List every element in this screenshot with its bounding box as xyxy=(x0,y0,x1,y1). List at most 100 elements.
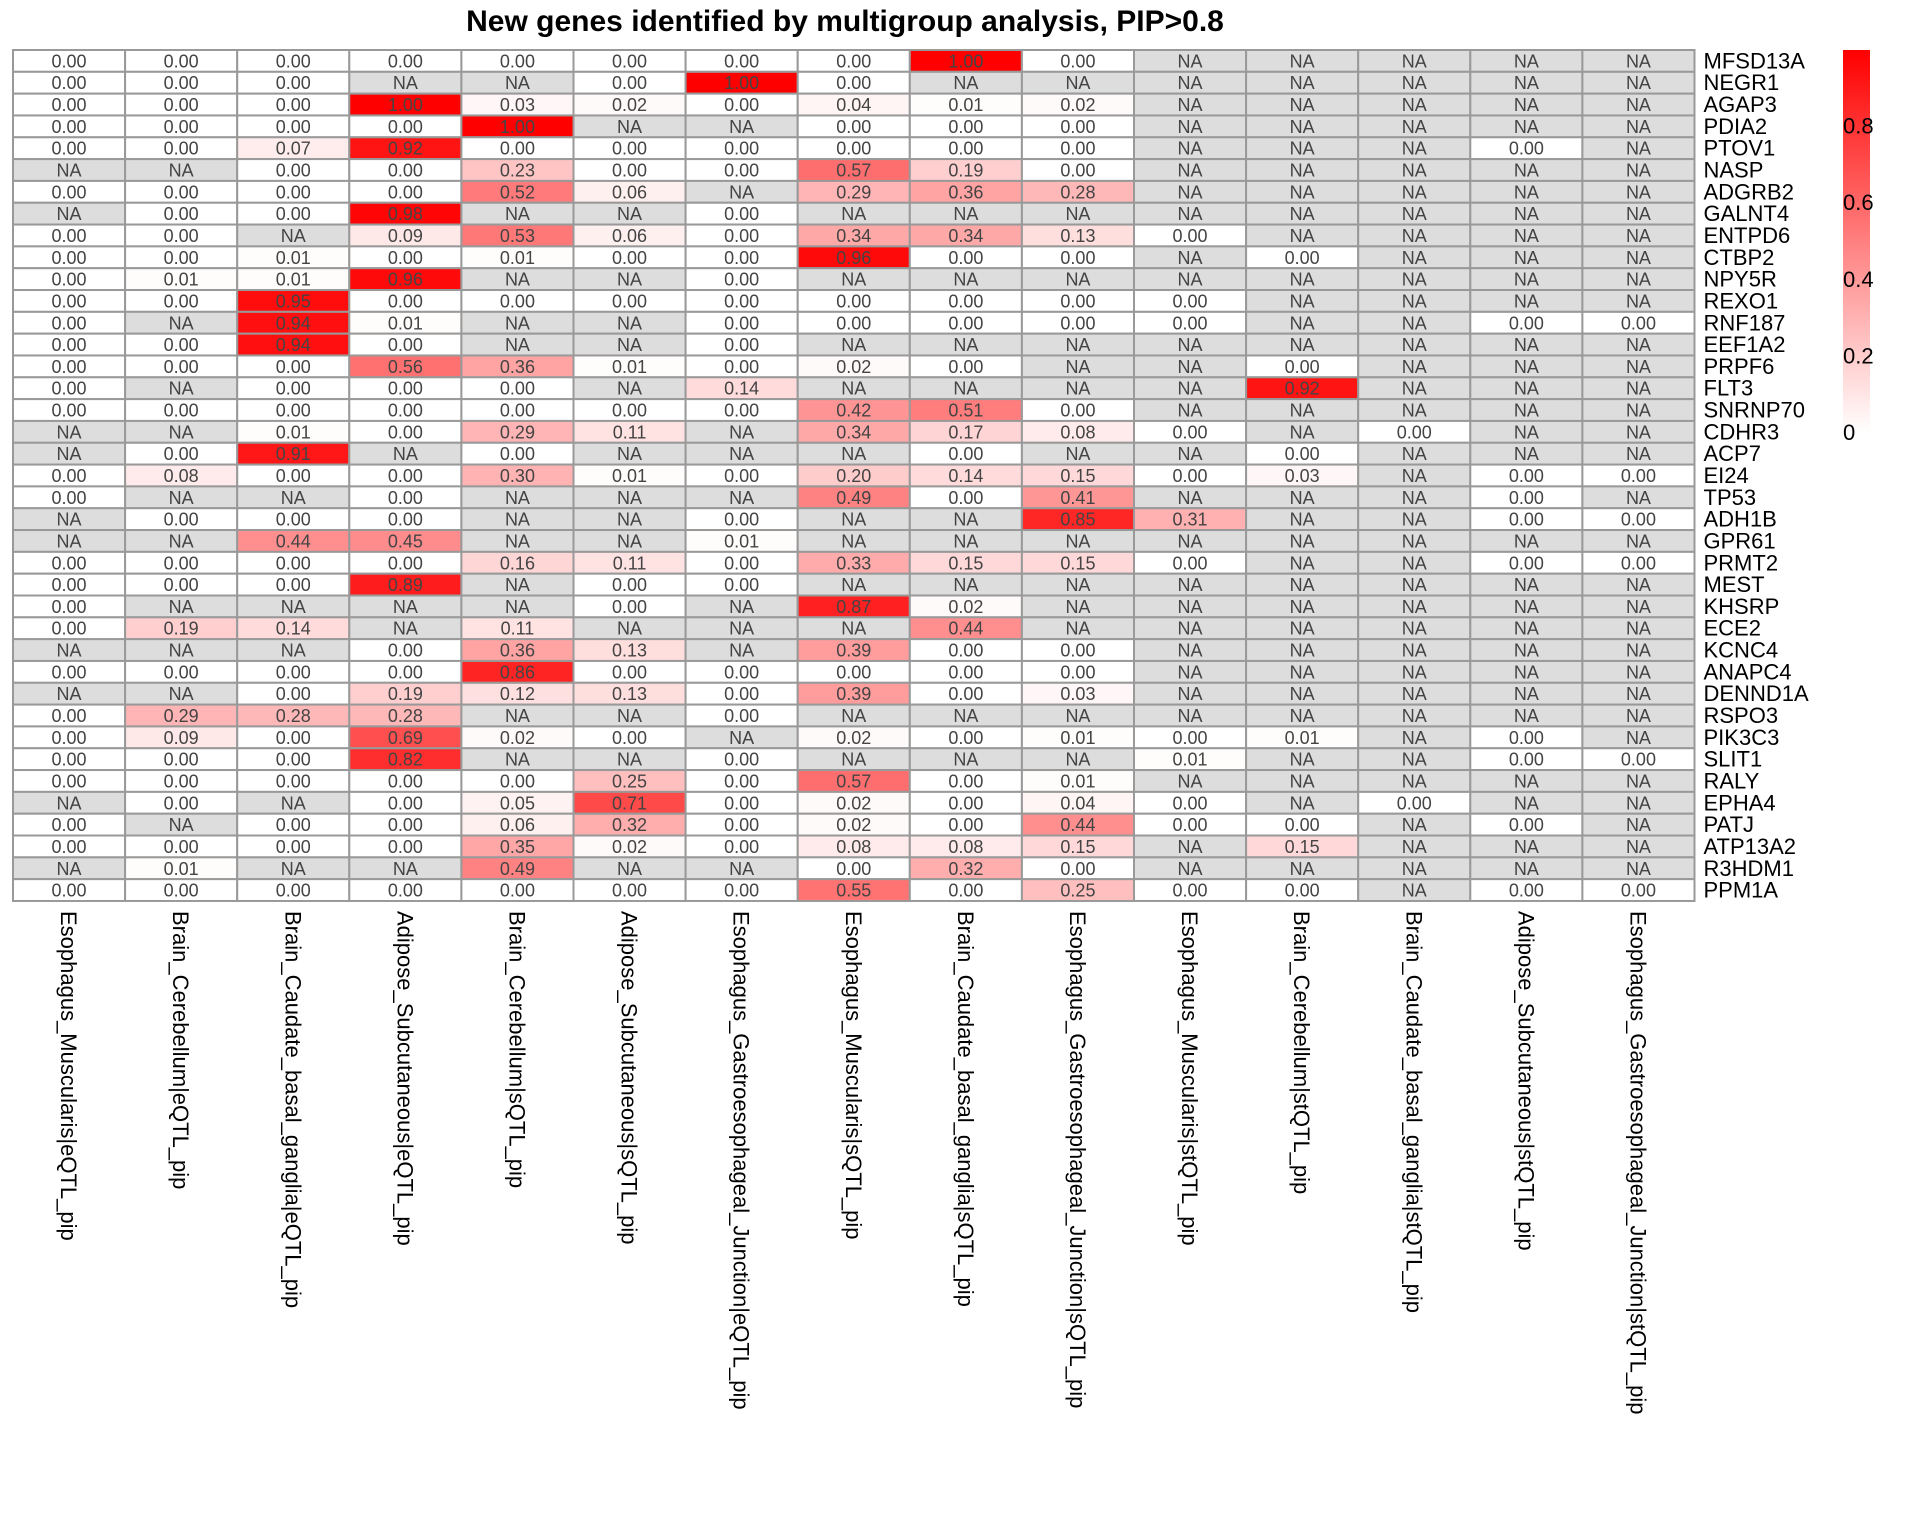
cell-value-label: NA xyxy=(1402,335,1427,355)
cell-value-label: NA xyxy=(393,619,418,639)
cell-value-label: 0.00 xyxy=(52,401,87,421)
cell-value-label: 0.00 xyxy=(52,597,87,617)
cell-value-label: NA xyxy=(57,510,82,530)
row-label: TP53 xyxy=(1704,485,1757,510)
cell-value-label: NA xyxy=(1514,401,1539,421)
cell-value-label: 0.15 xyxy=(1060,553,1095,573)
row-label: PDIA2 xyxy=(1704,114,1768,139)
cell-value-label: NA xyxy=(1626,357,1651,377)
cell-value-label: NA xyxy=(1178,73,1203,93)
cell-value-label: 0.00 xyxy=(52,706,87,726)
cell-value-label: NA xyxy=(169,684,194,704)
cell-value-label: 0.00 xyxy=(164,204,199,224)
cell-value-label: NA xyxy=(1065,270,1090,290)
cell-value-label: NA xyxy=(169,488,194,508)
cell-value-label: NA xyxy=(1178,182,1203,202)
cell-value-label: 0.00 xyxy=(164,117,199,137)
cell-value-label: 0.00 xyxy=(164,750,199,770)
cell-value-label: 0.00 xyxy=(612,51,647,71)
cell-value-label: 0.00 xyxy=(388,401,423,421)
cell-value-label: 0.91 xyxy=(276,444,311,464)
cell-value-label: 0.01 xyxy=(1285,728,1320,748)
row-label: GALNT4 xyxy=(1704,201,1790,226)
cell-value-label: NA xyxy=(505,706,530,726)
cell-value-label: NA xyxy=(1514,204,1539,224)
cell-value-label: NA xyxy=(1402,859,1427,879)
cell-value-label: 0.08 xyxy=(164,466,199,486)
cell-value-label: NA xyxy=(1402,182,1427,202)
cell-value-label: NA xyxy=(1178,204,1203,224)
cell-value-label: 0.00 xyxy=(52,466,87,486)
cell-value-label: 0.00 xyxy=(500,771,535,791)
cell-value-label: 0.00 xyxy=(276,204,311,224)
cell-value-label: NA xyxy=(841,270,866,290)
cell-value-label: 0.00 xyxy=(948,139,983,159)
cell-value-label: NA xyxy=(1290,182,1315,202)
cell-value-label: NA xyxy=(1626,291,1651,311)
cell-value-label: 0.00 xyxy=(164,73,199,93)
cell-value-label: NA xyxy=(1290,291,1315,311)
cell-value-label: NA xyxy=(1065,335,1090,355)
cell-value-label: 0.20 xyxy=(836,466,871,486)
cell-value-label: NA xyxy=(393,597,418,617)
cell-value-label: 0.02 xyxy=(836,357,871,377)
cell-value-label: NA xyxy=(1065,575,1090,595)
cell-value-label: 0.00 xyxy=(948,357,983,377)
cell-value-label: 0.02 xyxy=(948,597,983,617)
cell-value-label: 0.71 xyxy=(612,793,647,813)
cell-value-label: NA xyxy=(1626,728,1651,748)
cell-value-label: 0.00 xyxy=(500,881,535,901)
cell-value-label: 0.36 xyxy=(500,641,535,661)
cell-value-label: 0.00 xyxy=(52,662,87,682)
cell-value-label: NA xyxy=(169,531,194,551)
cell-value-label: NA xyxy=(1402,575,1427,595)
cell-value-label: NA xyxy=(505,313,530,333)
cell-value-label: NA xyxy=(1178,117,1203,137)
cell-value-label: NA xyxy=(1626,73,1651,93)
cell-value-label: NA xyxy=(57,531,82,551)
cell-value-label: 0.00 xyxy=(1621,510,1656,530)
cell-value-label: NA xyxy=(169,815,194,835)
cell-value-label: NA xyxy=(617,859,642,879)
cell-value-label: 0.06 xyxy=(612,182,647,202)
row-label: PPM1A xyxy=(1704,878,1779,903)
cell-value-label: 0.00 xyxy=(388,291,423,311)
cell-value-label: NA xyxy=(1290,270,1315,290)
cell-value-label: NA xyxy=(953,204,978,224)
cell-value-label: 0.00 xyxy=(836,51,871,71)
cell-value-label: 0.00 xyxy=(52,488,87,508)
cell-value-label: NA xyxy=(1514,95,1539,115)
cell-value-label: 0.44 xyxy=(276,531,311,551)
cell-value-label: 0.02 xyxy=(836,815,871,835)
cell-value-label: 0.00 xyxy=(388,641,423,661)
cell-value-label: 0.01 xyxy=(164,859,199,879)
row-label: SLIT1 xyxy=(1704,747,1763,772)
cell-value-label: 0.29 xyxy=(500,422,535,442)
cell-value-label: NA xyxy=(1178,270,1203,290)
cell-value-label: 0.00 xyxy=(164,444,199,464)
cell-value-label: 0.00 xyxy=(724,401,759,421)
cell-value-label: 0.00 xyxy=(1509,139,1544,159)
cell-value-label: 0.00 xyxy=(164,771,199,791)
cell-value-label: NA xyxy=(1290,750,1315,770)
cell-value-label: NA xyxy=(1290,597,1315,617)
cell-value-label: 0.01 xyxy=(276,270,311,290)
cell-value-label: NA xyxy=(1514,771,1539,791)
cell-value-label: NA xyxy=(1290,553,1315,573)
cell-value-label: NA xyxy=(1178,357,1203,377)
row-label: FLT3 xyxy=(1704,376,1754,401)
cell-value-label: 0.00 xyxy=(724,881,759,901)
cell-value-label: 0.00 xyxy=(1173,881,1208,901)
cell-value-label: NA xyxy=(841,204,866,224)
cell-value-label: 0.00 xyxy=(388,662,423,682)
cell-value-label: 0.00 xyxy=(836,859,871,879)
cell-value-label: 0.13 xyxy=(612,684,647,704)
cell-value-label: NA xyxy=(841,706,866,726)
cell-value-label: 0.00 xyxy=(52,771,87,791)
cell-value-label: NA xyxy=(1402,597,1427,617)
cell-value-label: NA xyxy=(953,750,978,770)
cell-value-label: 0.00 xyxy=(276,750,311,770)
cell-value-label: 0.00 xyxy=(1173,313,1208,333)
cell-value-label: 0.00 xyxy=(388,248,423,268)
cell-value-label: NA xyxy=(1402,684,1427,704)
